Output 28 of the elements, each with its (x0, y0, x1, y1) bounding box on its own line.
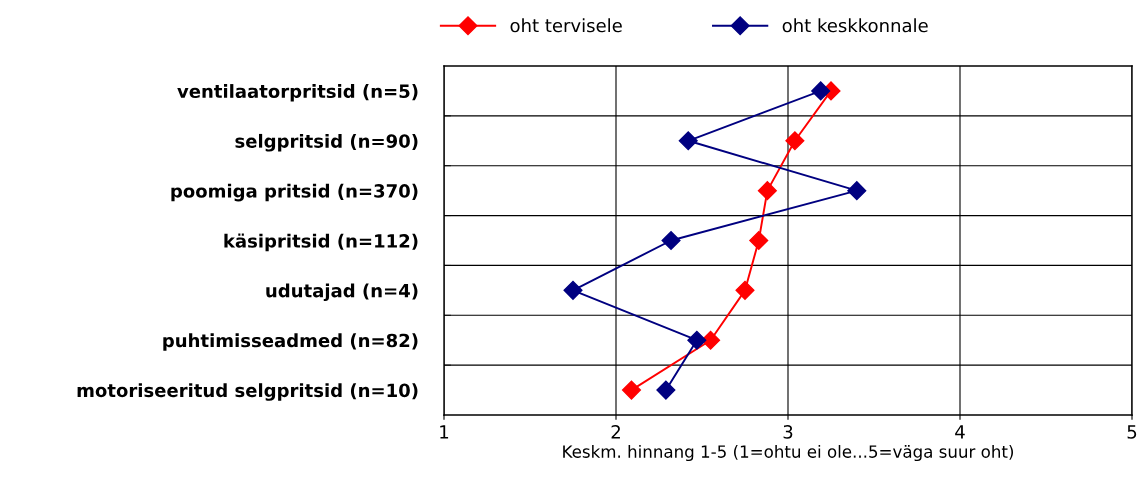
y-tick-label: selgpritsid (n=90) (235, 133, 418, 152)
point (701, 330, 721, 350)
y-tick-label: käsipritsid (n=112) (224, 233, 418, 252)
legend-label: oht keskkonnale (782, 18, 928, 33)
x-tick-label: 3 (783, 425, 793, 439)
point (661, 230, 681, 251)
point (563, 280, 583, 300)
point (735, 280, 755, 300)
point (749, 230, 769, 251)
point (656, 380, 676, 400)
point (678, 131, 698, 151)
point (785, 131, 805, 151)
legend-label: oht tervisele (510, 18, 622, 33)
point (757, 181, 777, 201)
x-tick-label: 1 (440, 425, 449, 439)
point (621, 380, 642, 400)
x-axis-title: Keskm. hinnang 1-5 (1=ohtu ei ole...5=väga suur oht) (563, 444, 1014, 462)
point (687, 330, 707, 350)
y-tick-label: ventilaatorpritsid (n=5) (177, 84, 418, 102)
x-tick-label: 4 (955, 425, 965, 439)
y-tick-label: puhtimisseadmed (n=82) (163, 333, 418, 351)
point (847, 181, 867, 201)
x-tick-label: 2 (611, 425, 620, 439)
y-tick-label: poomiga pritsid (n=370) (171, 183, 418, 202)
point (811, 81, 831, 101)
y-tick-label: motoriseeritud selgpritsid (n=10) (77, 383, 418, 401)
y-tick-label: udutajad (n=4) (266, 283, 418, 302)
x-tick-label: 5 (1127, 425, 1137, 439)
